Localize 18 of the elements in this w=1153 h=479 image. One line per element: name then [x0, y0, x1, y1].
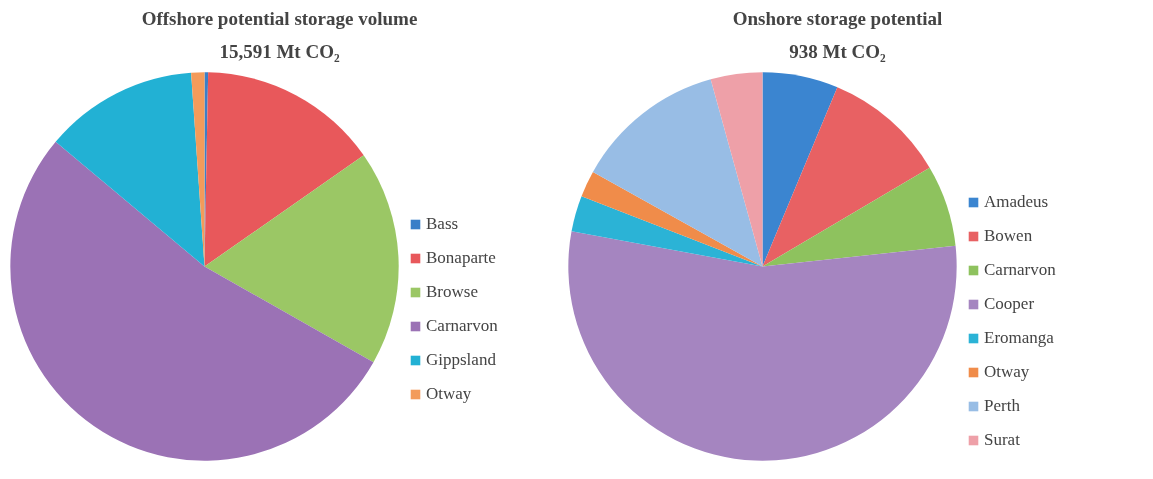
legend-label: Surat [984, 430, 1020, 450]
chart-title: Offshore potential storage volume [141, 7, 418, 29]
legend-label: Bowen [984, 226, 1033, 246]
chart-subtitle: 15,591 Mt CO₂ [219, 40, 340, 62]
legend-label: Bonaparte [426, 248, 496, 268]
legend-label: Bass [426, 214, 459, 234]
legend-label: Otway [984, 362, 1030, 382]
legend-label: Gippsland [426, 350, 496, 370]
legend-label: Amadeus [984, 192, 1049, 212]
legend-label: Eromanga [984, 328, 1054, 348]
chart-subtitle: 938 Mt CO₂ [789, 40, 887, 62]
legend-label: Cooper [984, 294, 1035, 314]
chart-title: Onshore storage potential [732, 7, 943, 29]
legend-label: Browse [426, 282, 478, 302]
legend-label: Otway [426, 384, 472, 404]
legend-label: Carnarvon [984, 260, 1056, 280]
legend-label: Carnarvon [426, 316, 498, 336]
legend-label: Perth [984, 396, 1020, 416]
